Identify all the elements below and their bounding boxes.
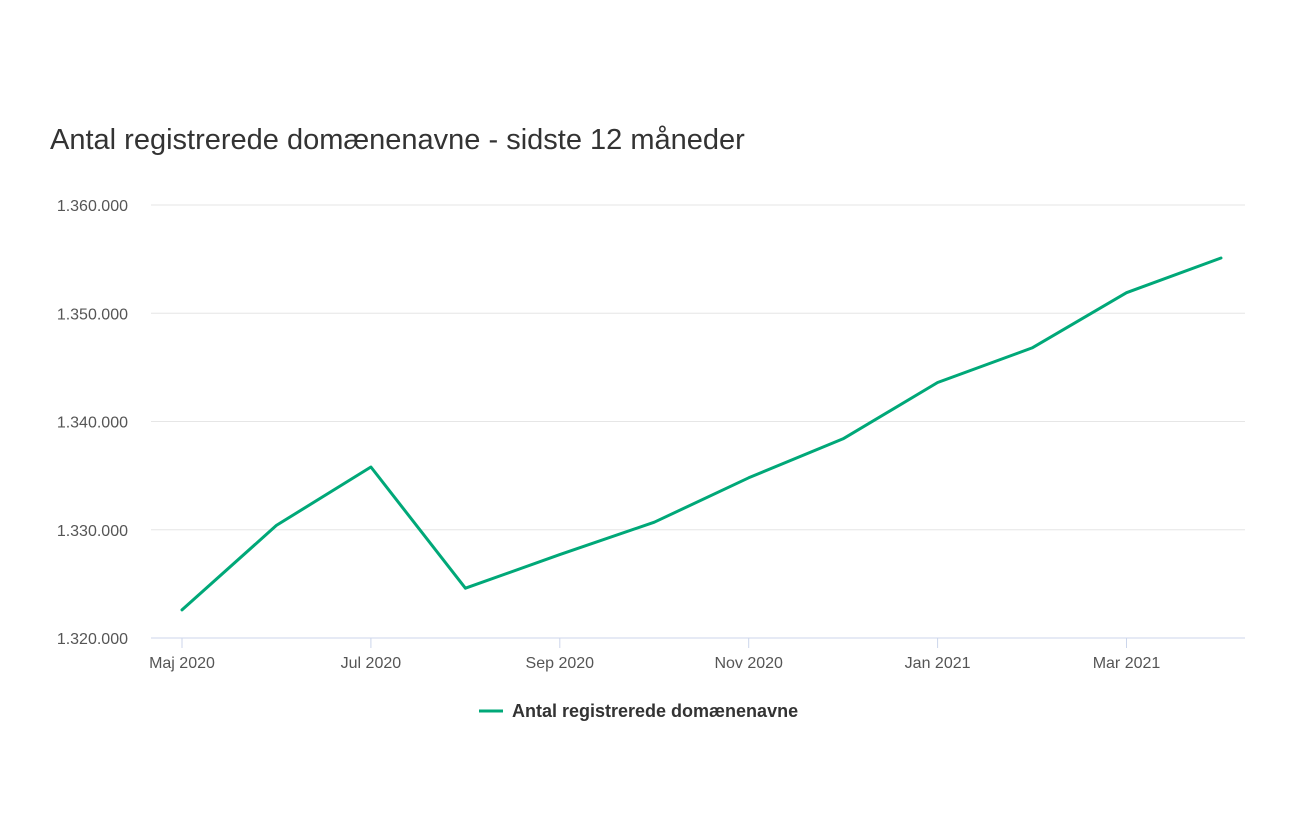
y-tick-label: 1.350.000 [57,306,128,323]
x-tick-label: Nov 2020 [714,655,783,672]
x-tick-label: Sep 2020 [526,655,595,672]
x-tick-label: Jan 2021 [905,655,971,672]
x-tick-label: Jul 2020 [341,655,402,672]
y-tick-label: 1.320.000 [57,631,128,648]
series-line [180,256,1223,612]
legend-label: Antal registrerede domænenavne [512,701,798,721]
x-tick-label: Maj 2020 [149,655,215,672]
x-tick-label: Mar 2021 [1093,655,1161,672]
y-tick-label: 1.330.000 [57,523,128,540]
chart-title: Antal registrerede domænenavne - sidste … [50,124,745,156]
y-tick-label: 1.360.000 [57,198,128,215]
y-tick-label: 1.340.000 [57,415,128,432]
